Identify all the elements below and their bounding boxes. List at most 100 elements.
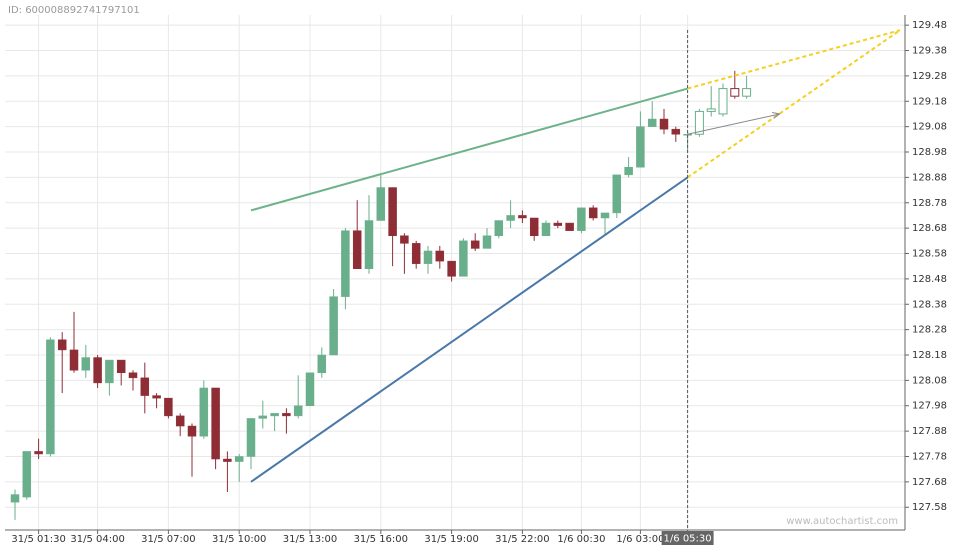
- candle-body: [659, 118, 669, 130]
- candle-body: [671, 128, 681, 135]
- candle-body: [742, 88, 752, 97]
- candle-body: [588, 207, 598, 219]
- y-tick-label: 128.48: [912, 274, 947, 285]
- candle-body: [341, 230, 350, 297]
- candle-body: [376, 187, 386, 221]
- id-label: ID: 600008892741797101: [8, 5, 140, 16]
- y-tick-label: 129.38: [912, 46, 947, 57]
- candle-body: [718, 88, 728, 115]
- y-tick-label: 129.48: [912, 20, 947, 31]
- x-tick-label: 31/5 07:00: [141, 534, 195, 545]
- cursor-label-box: [661, 531, 714, 545]
- candle-body: [529, 217, 539, 236]
- y-tick-label: 128.98: [912, 147, 947, 158]
- candle-body: [565, 222, 574, 231]
- y-tick-label: 128.38: [912, 299, 947, 310]
- y-tick-label: 127.68: [912, 477, 947, 488]
- candle-body: [152, 395, 161, 399]
- pattern-line: [250, 176, 689, 483]
- candle-body: [199, 387, 209, 437]
- pattern-line: [687, 114, 780, 135]
- x-tick-label: 31/5 13:00: [283, 534, 337, 545]
- candle-body: [34, 451, 43, 455]
- candle-body: [730, 88, 740, 97]
- x-tick-label: 31/5 16:00: [354, 534, 408, 545]
- x-tick-label: 1/6 03:00: [616, 534, 664, 545]
- candle-body: [187, 425, 197, 437]
- candle-body: [93, 357, 102, 384]
- candle-body: [388, 187, 397, 236]
- candle-body: [553, 222, 563, 226]
- candle-body: [282, 413, 291, 417]
- candle-body: [600, 212, 610, 219]
- candle-body: [46, 339, 55, 455]
- candle-body: [470, 240, 480, 249]
- y-tick-label: 127.78: [912, 451, 947, 462]
- candle-body: [400, 235, 409, 244]
- y-tick-label: 127.88: [912, 426, 947, 437]
- candle-body: [116, 359, 126, 374]
- candle-body: [647, 118, 657, 127]
- candle-body: [211, 387, 220, 460]
- candle-body: [270, 413, 279, 417]
- pattern-line: [250, 87, 688, 212]
- y-tick-label: 128.58: [912, 249, 947, 260]
- watermark: www.autochartist.com: [786, 516, 898, 527]
- x-tick-label: 31/5 04:00: [70, 534, 124, 545]
- candle-body: [105, 359, 114, 384]
- candle-body: [541, 222, 551, 236]
- x-tick-label: 1/6 00:30: [557, 534, 605, 545]
- pattern-line: [687, 29, 901, 179]
- pattern-line: [687, 29, 901, 90]
- candle-body: [694, 110, 704, 135]
- x-tick-label: 31/5 22:00: [495, 534, 549, 545]
- y-tick-label: 128.18: [912, 350, 947, 361]
- candle-body: [435, 250, 445, 262]
- x-tick-label: 31/5 19:00: [424, 534, 478, 545]
- candle-body: [22, 451, 32, 498]
- y-tick-label: 129.18: [912, 96, 947, 107]
- candle-body: [258, 415, 268, 419]
- cursor-label: 1/6 05:30: [664, 534, 712, 545]
- candle-body: [577, 207, 586, 231]
- candle-body: [706, 108, 716, 112]
- candle-body: [364, 220, 374, 269]
- candle-body: [175, 415, 185, 427]
- y-tick-label: 128.08: [912, 375, 947, 386]
- candle-body: [411, 243, 421, 264]
- candle-body: [223, 458, 232, 462]
- candle-body: [636, 126, 645, 168]
- candle-body: [246, 418, 256, 457]
- candle-body: [140, 377, 150, 396]
- candle-body: [423, 250, 433, 264]
- y-tick-label: 127.58: [912, 502, 947, 513]
- candle-body: [293, 405, 303, 417]
- y-tick-label: 128.88: [912, 172, 947, 183]
- candle-body: [506, 215, 515, 221]
- candle-body: [10, 494, 20, 503]
- x-tick-label: 31/5 10:00: [212, 534, 266, 545]
- candle-body: [81, 357, 91, 371]
- x-tick-label: 31/5 01:30: [11, 534, 65, 545]
- candle-body: [624, 166, 633, 176]
- candle-body: [459, 240, 468, 277]
- candle-body: [305, 372, 315, 406]
- candle-body: [57, 339, 67, 351]
- y-tick-label: 128.28: [912, 325, 947, 336]
- candle-body: [518, 215, 527, 219]
- y-tick-label: 127.98: [912, 401, 947, 412]
- y-tick-label: 129.28: [912, 71, 947, 82]
- y-tick-label: 128.68: [912, 223, 947, 234]
- candle-body: [128, 372, 138, 379]
- y-tick-label: 129.08: [912, 122, 947, 133]
- candle-body: [494, 220, 504, 236]
- candle-body: [317, 354, 327, 374]
- candle-body: [164, 397, 173, 417]
- candle-body: [447, 260, 456, 277]
- candle-body: [352, 230, 362, 269]
- candle-body: [234, 456, 244, 462]
- candle-body: [482, 235, 492, 249]
- candle-body: [612, 174, 622, 214]
